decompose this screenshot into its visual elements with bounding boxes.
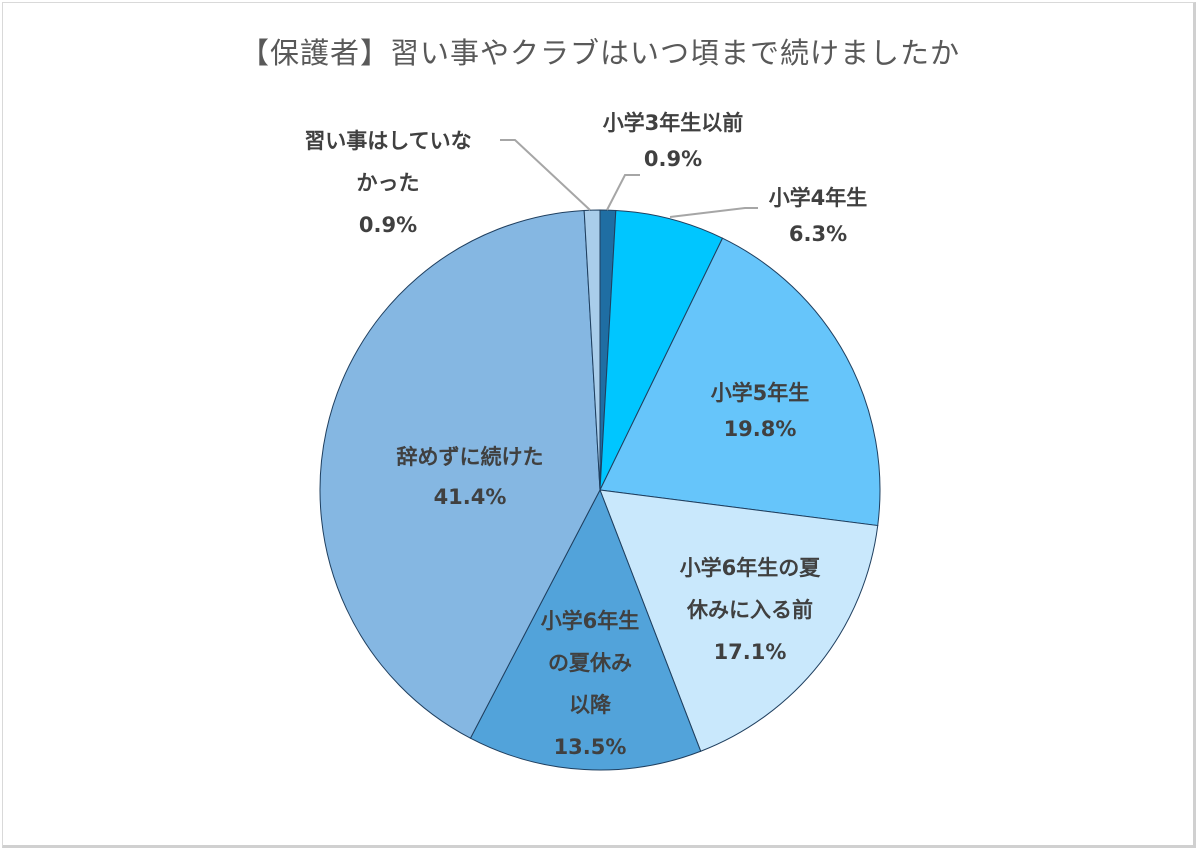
label-pct: 0.9% xyxy=(643,147,703,171)
pie-slice xyxy=(319,209,601,739)
leader-line-none xyxy=(500,139,591,211)
label-pct: 6.3% xyxy=(788,222,848,246)
pie-slice xyxy=(583,209,601,491)
label-grade5: 小学5年生 19.8% xyxy=(690,375,830,447)
leader-line-grade3 xyxy=(606,174,640,211)
label-grade3-or-earlier: 小学3年生以前 0.9% xyxy=(578,105,768,177)
label-grade4: 小学4年生 6.3% xyxy=(748,180,888,252)
label-text: 小学4年生 xyxy=(768,186,868,210)
leader-line-grade4 xyxy=(669,207,758,218)
label-continued: 辞めずに続けた 41.4% xyxy=(360,437,580,517)
pie-slice xyxy=(599,489,879,752)
label-text: 習い事はしていな xyxy=(304,129,472,153)
label-text: 小学3年生以前 xyxy=(602,111,744,135)
chart-title: 【保護者】習い事やクラブはいつ頃まで続けましたか xyxy=(239,36,960,70)
label-text: 以降 xyxy=(569,693,611,717)
label-text: 辞めずに続けた xyxy=(396,445,544,469)
label-pct: 13.5% xyxy=(553,735,627,759)
label-text: 小学6年生 xyxy=(540,609,640,633)
label-grade6-before-summer: 小学6年生の夏 休みに入る前 17.1% xyxy=(650,547,850,673)
label-text: 休みに入る前 xyxy=(687,598,813,622)
label-no-lessons: 習い事はしていな かった 0.9% xyxy=(278,120,498,246)
pie-slice xyxy=(599,237,881,527)
label-text: 小学6年生の夏 xyxy=(679,556,821,580)
label-text: の夏休み xyxy=(548,651,632,675)
label-text: 小学5年生 xyxy=(710,381,810,405)
label-pct: 0.9% xyxy=(358,213,418,237)
label-grade6-after-summer: 小学6年生 の夏休み 以降 13.5% xyxy=(510,600,670,768)
label-pct: 19.8% xyxy=(723,417,797,441)
label-text: かった xyxy=(356,171,420,195)
pie-slice xyxy=(469,488,702,771)
label-pct: 41.4% xyxy=(433,485,507,509)
label-pct: 17.1% xyxy=(713,640,787,664)
